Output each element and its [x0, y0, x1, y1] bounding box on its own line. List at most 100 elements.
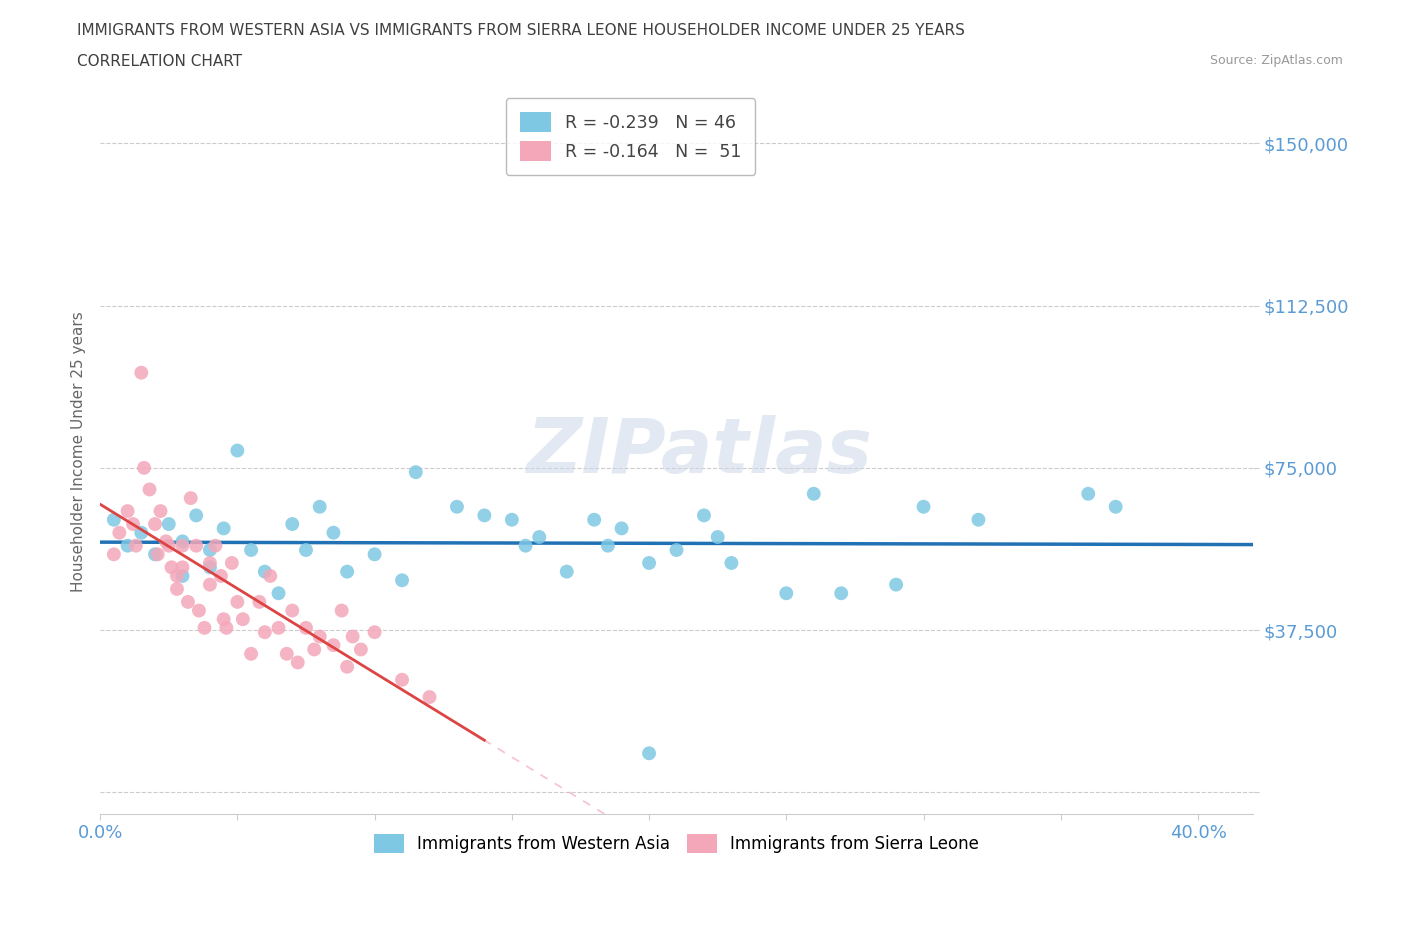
Point	[295, 620, 318, 635]
Point	[330, 604, 353, 618]
Point	[138, 482, 160, 497]
Point	[638, 746, 661, 761]
Point	[204, 538, 226, 553]
Point	[267, 586, 290, 601]
Point	[287, 655, 309, 670]
Point	[172, 568, 194, 583]
Point	[693, 508, 716, 523]
Point	[226, 594, 249, 609]
Point	[253, 565, 276, 579]
Point	[308, 629, 330, 644]
Point	[157, 517, 180, 532]
Point	[160, 560, 183, 575]
Point	[226, 443, 249, 458]
Point	[240, 542, 263, 557]
Point	[405, 465, 427, 480]
Point	[350, 642, 373, 657]
Point	[125, 538, 148, 553]
Point	[418, 690, 440, 705]
Point	[803, 486, 825, 501]
Point	[281, 517, 304, 532]
Point	[129, 365, 152, 380]
Point	[391, 672, 413, 687]
Point	[391, 573, 413, 588]
Point	[555, 565, 578, 579]
Point	[108, 525, 131, 540]
Point	[172, 560, 194, 575]
Point	[172, 534, 194, 549]
Point	[186, 508, 208, 523]
Point	[193, 620, 215, 635]
Point	[198, 542, 221, 557]
Point	[884, 578, 907, 592]
Point	[276, 646, 298, 661]
Point	[281, 604, 304, 618]
Point	[143, 517, 166, 532]
Text: CORRELATION CHART: CORRELATION CHART	[77, 54, 242, 69]
Point	[1077, 486, 1099, 501]
Point	[143, 547, 166, 562]
Point	[446, 499, 468, 514]
Point	[308, 499, 330, 514]
Legend: Immigrants from Western Asia, Immigrants from Sierra Leone: Immigrants from Western Asia, Immigrants…	[367, 828, 986, 860]
Point	[117, 504, 139, 519]
Point	[610, 521, 633, 536]
Point	[212, 612, 235, 627]
Point	[720, 555, 742, 570]
Point	[775, 586, 797, 601]
Point	[212, 521, 235, 536]
Point	[638, 555, 661, 570]
Text: ZIPatlas: ZIPatlas	[527, 415, 873, 488]
Point	[501, 512, 523, 527]
Text: IMMIGRANTS FROM WESTERN ASIA VS IMMIGRANTS FROM SIERRA LEONE HOUSEHOLDER INCOME : IMMIGRANTS FROM WESTERN ASIA VS IMMIGRAN…	[77, 23, 965, 38]
Point	[177, 594, 200, 609]
Point	[363, 625, 385, 640]
Point	[103, 547, 125, 562]
Text: Source: ZipAtlas.com: Source: ZipAtlas.com	[1209, 54, 1343, 67]
Point	[363, 547, 385, 562]
Point	[302, 642, 325, 657]
Point	[187, 604, 209, 618]
Point	[967, 512, 990, 527]
Point	[583, 512, 606, 527]
Point	[342, 629, 364, 644]
Point	[247, 594, 270, 609]
Point	[166, 581, 188, 596]
Point	[215, 620, 238, 635]
Point	[240, 646, 263, 661]
Point	[322, 525, 344, 540]
Point	[474, 508, 496, 523]
Point	[259, 568, 281, 583]
Point	[830, 586, 852, 601]
Point	[665, 542, 688, 557]
Point	[103, 512, 125, 527]
Point	[132, 460, 155, 475]
Point	[180, 491, 202, 506]
Point	[172, 538, 194, 553]
Point	[166, 568, 188, 583]
Point	[146, 547, 169, 562]
Point	[1105, 499, 1128, 514]
Point	[706, 529, 728, 544]
Point	[122, 517, 145, 532]
Point	[596, 538, 619, 553]
Point	[529, 529, 551, 544]
Point	[912, 499, 935, 514]
Point	[336, 659, 359, 674]
Point	[221, 555, 243, 570]
Point	[155, 534, 177, 549]
Point	[198, 555, 221, 570]
Point	[267, 620, 290, 635]
Point	[198, 578, 221, 592]
Point	[186, 538, 208, 553]
Point	[129, 525, 152, 540]
Point	[209, 568, 232, 583]
Point	[295, 542, 318, 557]
Point	[515, 538, 537, 553]
Point	[149, 504, 172, 519]
Point	[253, 625, 276, 640]
Point	[336, 565, 359, 579]
Y-axis label: Householder Income Under 25 years: Householder Income Under 25 years	[72, 312, 86, 592]
Point	[198, 560, 221, 575]
Point	[232, 612, 254, 627]
